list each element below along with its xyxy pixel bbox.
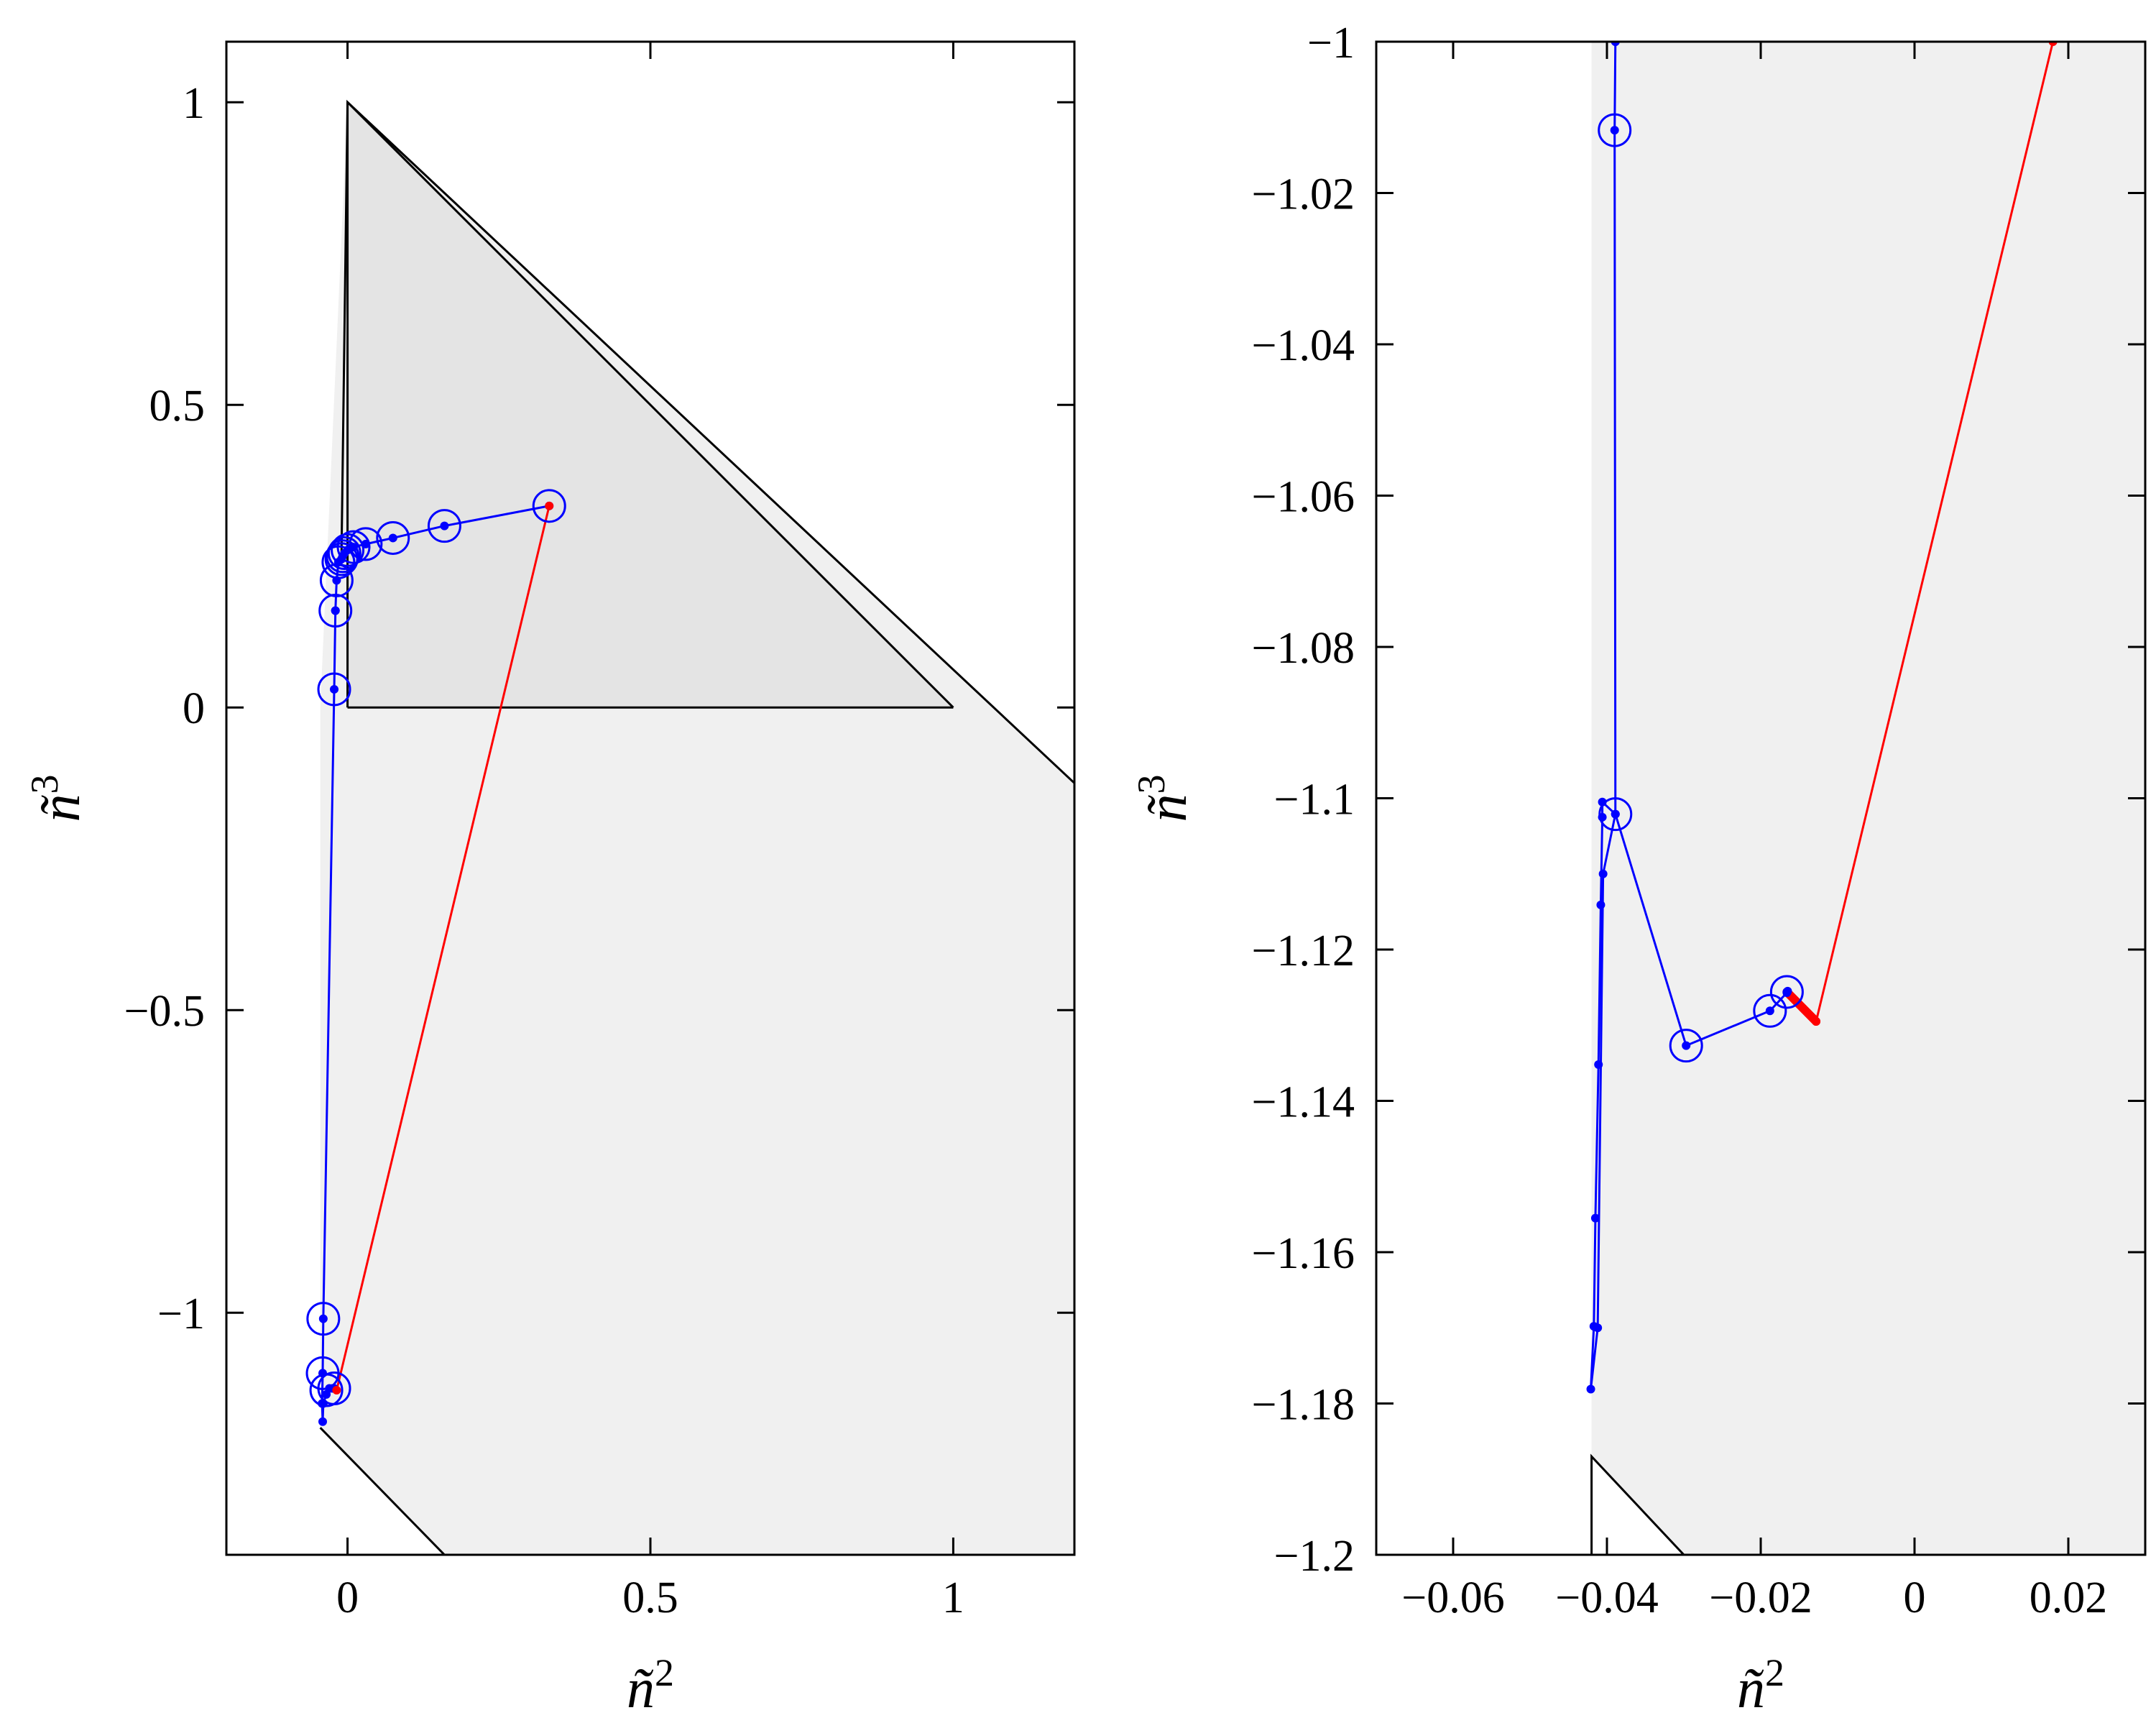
x-tick-label: 0.02	[2030, 1573, 2108, 1622]
left-panel: 0 0.5 1 −1 −0.5 0 0.5 1 ñ2 ñ3	[23, 40, 1076, 1719]
blue-point	[1590, 1213, 1600, 1223]
red-segment	[1815, 42, 2055, 1022]
circle-marker	[427, 509, 461, 543]
blue-point	[1596, 900, 1606, 909]
x-tick-label: 1	[942, 1573, 964, 1622]
red-point	[545, 501, 554, 510]
circle-marker	[324, 542, 359, 576]
circle-marker	[331, 533, 365, 567]
y-axis-label: ñ3	[23, 775, 91, 822]
plot-area	[305, 99, 1074, 1555]
y-tick-label: 1	[183, 79, 205, 128]
y-tick-label: −1	[1307, 19, 1355, 68]
circle-marker	[1753, 993, 1787, 1028]
blue-point	[318, 1417, 328, 1426]
circle-marker	[321, 545, 356, 579]
blue-point	[1783, 986, 1792, 996]
circle-marker	[317, 672, 351, 707]
circle-marker	[1598, 797, 1633, 832]
boundary-line-3	[340, 99, 1074, 784]
blue-point	[1586, 1384, 1595, 1394]
y-axis-label: ñ3	[1130, 775, 1198, 822]
blue-point	[1611, 809, 1620, 819]
circle-marker	[306, 1302, 341, 1336]
x-axis-label: ñ2	[627, 1651, 674, 1719]
boundary-line-0	[1590, 1453, 1685, 1555]
x-tick-label: 0	[1904, 1573, 1926, 1622]
blue-point	[388, 533, 397, 543]
red-point	[1812, 1016, 1821, 1026]
y-tick-label: −1.06	[1252, 473, 1355, 522]
y-tick-label: −1.12	[1252, 927, 1355, 975]
circle-marker	[319, 563, 354, 597]
red-segment	[335, 505, 550, 1391]
y-tick-label: −1	[157, 1290, 205, 1338]
plot-area	[1586, 42, 2145, 1555]
x-tick-label: 0	[336, 1573, 359, 1622]
y-tick-label: −1.08	[1252, 624, 1355, 673]
blue-point	[1610, 126, 1619, 135]
red-point	[332, 1385, 341, 1395]
x-tick-label: −0.02	[1709, 1573, 1812, 1622]
blue-point	[331, 606, 340, 615]
x-tick-label: −0.06	[1401, 1573, 1504, 1622]
feasible-region	[1591, 42, 2145, 1555]
y-tick-label: −1.18	[1252, 1381, 1355, 1430]
circle-marker	[1769, 975, 1804, 1009]
y-tick-label: 0.5	[149, 382, 206, 431]
y-tick-label: −1.1	[1274, 776, 1355, 824]
x-axis-label: ñ2	[1737, 1651, 1784, 1719]
boundary-line-4	[319, 1427, 446, 1555]
blue-point	[330, 684, 339, 694]
blue-point	[1598, 869, 1608, 878]
x-tick-label: −0.04	[1555, 1573, 1658, 1622]
x-tick-label: 0.5	[622, 1573, 678, 1622]
right-panel: −0.06 −0.04 −0.02 0 0.02 −1.2 −1.18 −1.16 −1.14 −…	[1130, 19, 2147, 1719]
y-tick-label: −1.02	[1252, 170, 1355, 219]
red-thick-segment	[1782, 987, 1821, 1026]
circle-marker	[532, 489, 566, 523]
circle-marker	[327, 536, 361, 570]
blue-point	[318, 1314, 328, 1323]
blue-point	[1682, 1041, 1691, 1050]
circle-marker	[318, 593, 353, 628]
circle-marker	[1669, 1029, 1703, 1063]
y-tick-label: −1.04	[1252, 321, 1355, 370]
blue-point	[1594, 1060, 1603, 1069]
y-tick-label: −1.2	[1274, 1532, 1355, 1581]
y-tick-label: −1.16	[1252, 1229, 1355, 1278]
circle-marker	[1598, 113, 1632, 147]
y-tick-label: −1.14	[1252, 1078, 1355, 1127]
y-tick-label: −0.5	[124, 987, 205, 1036]
blue-point	[1765, 1006, 1774, 1016]
circle-marker	[317, 1371, 351, 1405]
circle-marker	[349, 527, 383, 561]
boundary-line-1	[346, 101, 954, 709]
blue-point	[440, 521, 449, 530]
circle-marker	[376, 520, 410, 555]
y-tick-label: 0	[183, 684, 205, 733]
blue-point	[1593, 1323, 1603, 1333]
